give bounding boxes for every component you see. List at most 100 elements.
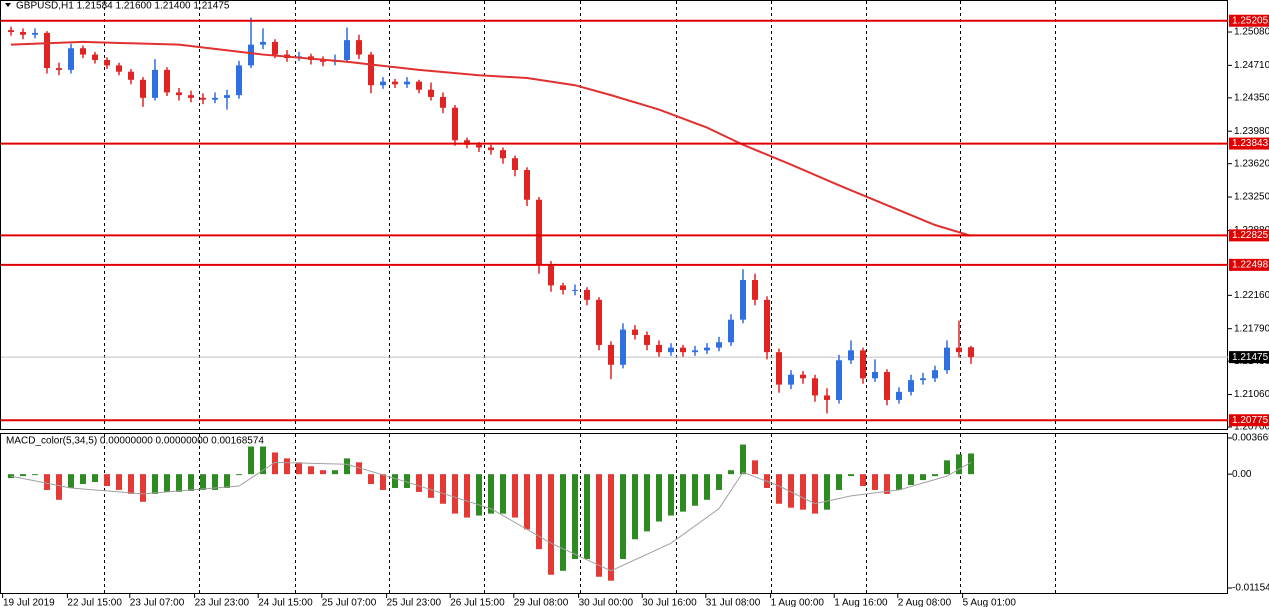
x-tick-label: 25 Jul 07:00 <box>322 598 377 607</box>
candle-body <box>116 65 122 72</box>
macd-bar <box>308 466 314 475</box>
macd-bar <box>812 474 818 514</box>
macd-bar <box>896 474 902 490</box>
candle-body <box>536 199 542 265</box>
x-tick-label: 24 Jul 15:00 <box>258 598 313 607</box>
candle-body <box>320 59 326 62</box>
candle-body <box>848 350 854 361</box>
candle-body <box>272 41 278 55</box>
macd-bar <box>800 474 806 510</box>
candle-body <box>392 81 398 85</box>
candle-body <box>944 347 950 371</box>
macd-bar <box>260 446 266 475</box>
macd-bar <box>56 474 62 500</box>
y-tick-label: 1.23980 <box>1234 126 1269 137</box>
level-label: 1.22498 <box>1232 260 1269 271</box>
macd-bar <box>140 474 146 502</box>
macd-bar <box>548 474 554 575</box>
candle-body <box>56 68 62 70</box>
candle-body <box>164 69 170 93</box>
x-tick-label: 23 Jul 23:00 <box>195 598 250 607</box>
macd-bar <box>104 474 110 486</box>
candle-body <box>788 374 794 385</box>
x-tick-label: 1 Aug 16:00 <box>834 598 888 607</box>
macd-bar <box>200 474 206 490</box>
macd-bar <box>236 474 242 476</box>
candle-body <box>464 140 470 145</box>
candle-body <box>92 54 98 60</box>
candle-body <box>440 96 446 108</box>
x-tick-label: 2 Aug 08:00 <box>898 598 952 607</box>
macd-bar <box>872 474 878 490</box>
macd-bar <box>860 474 866 486</box>
macd-bar <box>212 474 218 490</box>
macd-bar <box>632 474 638 540</box>
candle-body <box>8 30 14 33</box>
y-tick-label: 1.22160 <box>1234 290 1269 301</box>
candle-body <box>44 32 50 69</box>
macd-bar <box>452 474 458 514</box>
macd-bar <box>668 474 674 516</box>
macd-bar <box>536 474 542 550</box>
candle-body <box>908 380 914 392</box>
x-tick-label: 1 Aug 00:00 <box>771 598 825 607</box>
candle-body <box>428 89 434 97</box>
macd-bar <box>368 474 374 485</box>
candle-body <box>608 344 614 365</box>
macd-bar <box>80 474 86 485</box>
macd-bar <box>728 470 734 475</box>
candle-body <box>668 347 674 353</box>
macd-bar <box>788 474 794 508</box>
candle-body <box>956 347 962 353</box>
candle-body <box>800 374 806 379</box>
candle-body <box>776 352 782 385</box>
x-tick-label: 29 Jul 08:00 <box>514 598 569 607</box>
macd-bar <box>884 474 890 494</box>
macd-bar <box>296 462 302 475</box>
x-tick-label: 30 Jul 00:00 <box>579 598 634 607</box>
candle-body <box>80 48 86 55</box>
candle-body <box>596 299 602 345</box>
macd-bar <box>608 474 614 581</box>
macd-bar <box>320 470 326 475</box>
candle-body <box>404 81 410 85</box>
macd-bar <box>380 474 386 490</box>
price-label: 1.21475 <box>1232 352 1269 363</box>
candle-body <box>140 79 146 98</box>
macd-bar <box>908 474 914 486</box>
y-tick-label: 1.20700 <box>1234 422 1269 433</box>
macd-bar <box>596 474 602 577</box>
macd-bar <box>392 474 398 488</box>
macd-bar <box>716 474 722 490</box>
candle-body <box>728 319 734 343</box>
macd-bar <box>476 474 482 516</box>
macd-bar <box>44 474 50 490</box>
macd-bar <box>944 460 950 475</box>
candle-body <box>512 158 518 170</box>
candle-body <box>584 289 590 300</box>
candle-body <box>224 95 230 98</box>
candle-body <box>692 350 698 353</box>
macd-bar <box>344 458 350 475</box>
moving-average <box>10 40 972 237</box>
x-tick-label: 5 Aug 01:00 <box>963 598 1017 607</box>
candle-body <box>200 97 206 100</box>
x-tick-label: 26 Jul 15:00 <box>450 598 505 607</box>
candle-body <box>872 371 878 379</box>
candle-body <box>260 41 266 45</box>
y-tick-label: 1.24710 <box>1234 60 1269 71</box>
candle-body <box>20 32 26 35</box>
price-label-box <box>1229 351 1269 364</box>
candle-body <box>68 48 74 70</box>
macd-bar <box>188 474 194 491</box>
y-tick-label: 1.25080 <box>1234 27 1269 38</box>
macd-bar <box>740 444 746 475</box>
macd-bar <box>836 474 842 490</box>
level-label: 1.23843 <box>1232 138 1269 149</box>
candle-body <box>632 329 638 336</box>
candle-body <box>656 344 662 353</box>
candle-body <box>860 350 866 379</box>
macd-bar <box>932 474 938 477</box>
macd-bar <box>680 474 686 512</box>
candle-body <box>212 97 218 100</box>
